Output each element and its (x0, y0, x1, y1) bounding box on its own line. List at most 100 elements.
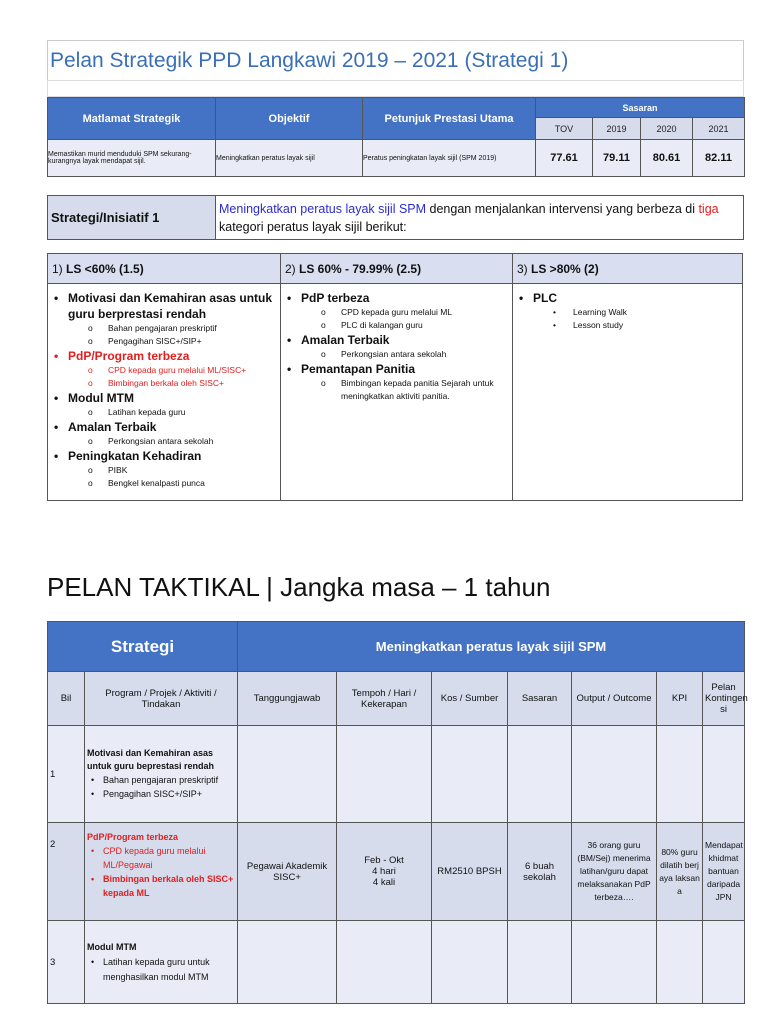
list-subitem: Perkongsian antara sekolah (48, 435, 280, 448)
pelan (702, 920, 746, 1004)
bil: 2 (47, 822, 85, 921)
category-label: LS 60% - 79.99% (2.5) (299, 261, 422, 276)
category-3-list: PLC Learning Walk Lesson study (512, 283, 743, 501)
list-item: PdP terbeza (281, 290, 512, 306)
program-item: Latihan kepada guru untuk menghasilkan m… (87, 955, 235, 985)
year-2020: 2020 (640, 117, 693, 140)
year-2019: 2019 (592, 117, 641, 140)
kpi (656, 920, 704, 1004)
sasaran (507, 725, 573, 823)
list-subitem: PLC di kalangan guru (281, 319, 512, 332)
output (571, 920, 658, 1004)
tempoh: Feb - Okt 4 hari 4 kali (336, 822, 433, 921)
kpi: 80% guru dilatih berjaya laksana (656, 822, 704, 921)
category-num: 3) (517, 261, 528, 276)
category-label: LS >80% (2) (531, 261, 599, 276)
col-header: KPI (656, 671, 704, 726)
header-objektif: Objektif (215, 97, 363, 140)
list-item: Pemantapan Panitia (281, 361, 512, 377)
tanggungjawab (237, 725, 338, 823)
program-title: Modul MTM (87, 942, 137, 952)
category-2-header: 2) LS 60% - 79.99% (2.5) (280, 253, 513, 284)
list-subitem: Bimbingan kepada panitia Sejarah untuk m… (281, 377, 512, 403)
category-num: 2) (285, 261, 296, 276)
year-tov: TOV (535, 117, 593, 140)
col-header: Bil (47, 671, 85, 726)
strategy-label: Strategi/Inisiatif 1 (47, 195, 216, 240)
strategy-text: Meningkatkan peratus layak sijil SPM den… (215, 195, 744, 240)
category-3-header: 3) LS >80% (2) (512, 253, 743, 284)
program-cell: Modul MTM Latihan kepada guru untuk meng… (83, 920, 239, 1004)
pelan: Mendapat khidmat bantuan daripada JPN (702, 822, 746, 921)
list-item: Amalan Terbaik (281, 332, 512, 348)
ppu-value: Peratus peningkatan layak sijil (SPM 201… (362, 139, 536, 177)
year-2021: 2021 (691, 117, 746, 140)
categories-table: 1) LS <60% (1.5) 2) LS 60% - 79.99% (2.5… (47, 253, 743, 501)
col-header: Tempoh / Hari / Kekerapan (336, 671, 433, 726)
tanggungjawab (237, 920, 338, 1004)
list-subitem: Bimbingan berkala oleh SISC+ (48, 377, 280, 390)
category-label: LS <60% (1.5) (66, 261, 144, 276)
tanggungjawab: Pegawai Akademik SISC+ (237, 822, 338, 921)
program-cell: Motivasi dan Kemahiran asas untuk guru b… (83, 725, 239, 823)
program-item: CPD kepada guru melalui ML/Pegawai (87, 844, 235, 872)
pelan (702, 725, 746, 823)
header-matlamat: Matlamat Strategik (47, 97, 216, 140)
col-header: Tanggungjawab (237, 671, 338, 726)
program-title: PdP/Program terbeza (87, 832, 179, 842)
kpi (656, 725, 704, 823)
strategy-table: Strategi/Inisiatif 1 Meningkatkan peratu… (47, 195, 744, 240)
program-title: Motivasi dan Kemahiran asas untuk guru b… (87, 748, 215, 771)
strategy-text1: dengan menjalankan intervensi yang berbe… (426, 201, 699, 216)
value-2019: 79.11 (592, 139, 641, 177)
col-header: Sasaran (507, 671, 573, 726)
value-2021: 82.11 (691, 139, 746, 177)
list-subitem: CPD kepada guru melalui ML (281, 306, 512, 319)
tactical-table: Strategi Meningkatkan peratus layak siji… (46, 621, 748, 1004)
table-row: 1 Motivasi dan Kemahiran asas untuk guru… (47, 725, 746, 823)
tempoh (336, 725, 433, 823)
strategy-red: tiga (698, 201, 719, 216)
header-ppu: Petunjuk Prestasi Utama (362, 97, 536, 140)
program-item: Bimbingan berkala oleh SISC+ kepada ML (87, 872, 235, 900)
list-subitem: Latihan kepada guru (48, 406, 280, 419)
program-item: Pengagihan SISC+/SIP+ (87, 787, 235, 801)
objektif-value: Meningkatkan peratus layak sijil (215, 139, 363, 177)
list-subitem: Bahan pengajaran preskriptif (48, 322, 280, 335)
strategi-label: Strategi (46, 621, 239, 672)
col-header: Program / Projek / Aktiviti / Tindakan (83, 671, 239, 726)
kos (431, 725, 509, 823)
summary-table: Matlamat Strategik Objektif Petunjuk Pre… (47, 97, 746, 177)
list-item: Motivasi dan Kemahiran asas untuk guru b… (48, 290, 280, 322)
list-item: Modul MTM (48, 390, 280, 406)
strategi-value: Meningkatkan peratus layak sijil SPM (237, 621, 746, 672)
empty-row (47, 80, 744, 97)
category-2-list: PdP terbeza CPD kepada guru melalui ML P… (280, 283, 513, 501)
program-cell: PdP/Program terbeza CPD kepada guru mela… (83, 822, 239, 921)
tempoh (336, 920, 433, 1004)
list-subitem: Learning Walk (513, 306, 742, 319)
sasaran: 6 buah sekolah (507, 822, 573, 921)
category-1-header: 1) LS <60% (1.5) (47, 253, 281, 284)
list-item: Peningkatan Kehadiran (48, 448, 280, 464)
list-subitem: Bengkel kenalpasti punca (48, 477, 280, 490)
strategy-text2: kategori peratus layak sijil berikut: (219, 219, 407, 234)
program-item: Bahan pengajaran preskriptif (87, 773, 235, 787)
kos: RM2510 BPSH (431, 822, 509, 921)
bil: 3 (47, 920, 85, 1004)
bil: 1 (47, 725, 85, 823)
list-item: PLC (513, 290, 742, 306)
output (571, 725, 658, 823)
value-tov: 77.61 (535, 139, 593, 177)
matlamat-value: Memastikan murid menduduki SPM sekurang-… (47, 139, 216, 177)
output: 36 orang guru (BM/Sej) menerima latihan/… (571, 822, 658, 921)
col-header: Pelan Kontingen si (702, 671, 748, 726)
strategy-highlight: Meningkatkan peratus layak sijil SPM (219, 201, 427, 216)
list-subitem: PIBK (48, 464, 280, 477)
col-header: Output / Outcome (571, 671, 658, 726)
category-num: 1) (52, 261, 63, 276)
col-header: Kos / Sumber (431, 671, 509, 726)
header-sasaran: Sasaran (534, 97, 746, 118)
category-1-list: Motivasi dan Kemahiran asas untuk guru b… (47, 283, 281, 501)
table-row: 3 Modul MTM Latihan kepada guru untuk me… (47, 920, 746, 1004)
